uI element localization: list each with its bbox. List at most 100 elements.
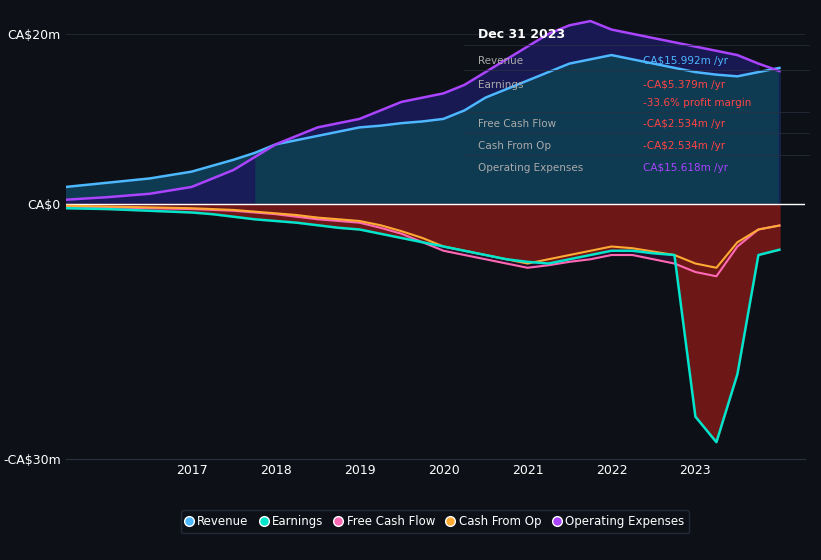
Operating Expenses [397,99,406,105]
Operating Expenses [627,30,637,37]
Operating Expenses [208,175,218,182]
Free Cash Flow [144,205,154,212]
Free Cash Flow [774,222,784,229]
Earnings [61,205,71,212]
Revenue [522,77,532,84]
Revenue [103,179,112,186]
Operating Expenses [186,184,196,190]
Cash From Op [480,251,490,258]
Revenue [250,150,259,156]
Cash From Op [61,202,71,209]
Operating Expenses [754,60,764,67]
Earnings [313,222,323,228]
Earnings [627,248,637,254]
Free Cash Flow [61,203,71,210]
Free Cash Flow [291,213,301,220]
Revenue [208,162,218,169]
Earnings [229,213,239,220]
Revenue [438,115,448,122]
Free Cash Flow [712,273,722,279]
Revenue [774,64,784,71]
Free Cash Flow [271,211,281,217]
Free Cash Flow [732,243,742,250]
Earnings [607,248,617,254]
Cash From Op [313,214,323,221]
Revenue [649,60,658,67]
Earnings [103,206,112,212]
Cash From Op [397,228,406,235]
Cash From Op [229,207,239,213]
Free Cash Flow [754,226,764,233]
Free Cash Flow [103,204,112,211]
Revenue [502,86,511,92]
Operating Expenses [271,141,281,148]
Text: CA$15.618m /yr: CA$15.618m /yr [643,162,728,172]
Operating Expenses [376,107,386,114]
Operating Expenses [585,18,595,25]
Revenue [607,52,617,58]
Operating Expenses [418,94,428,101]
Earnings [438,243,448,250]
Revenue [144,175,154,182]
Cash From Op [355,218,365,225]
Line: Cash From Op: Cash From Op [66,206,779,268]
Earnings [480,251,490,258]
Earnings [732,371,742,377]
Revenue [355,124,365,131]
Earnings [460,248,470,254]
Line: Free Cash Flow: Free Cash Flow [66,207,779,276]
Cash From Op [208,206,218,212]
Cash From Op [649,248,658,255]
Earnings [186,209,196,216]
Cash From Op [502,256,511,263]
Line: Earnings: Earnings [66,208,779,442]
Text: Dec 31 2023: Dec 31 2023 [478,28,565,41]
Free Cash Flow [460,251,470,258]
Earnings [397,235,406,241]
Revenue [712,71,722,78]
Earnings [565,256,575,263]
Line: Operating Expenses: Operating Expenses [66,21,779,200]
Cash From Op [291,212,301,218]
Revenue [333,128,343,135]
Revenue [229,156,239,163]
Earnings [522,259,532,265]
Operating Expenses [522,43,532,50]
Text: -CA$5.379m /yr: -CA$5.379m /yr [643,80,725,90]
Cash From Op [438,243,448,250]
Operating Expenses [669,39,679,46]
Text: CA$15.992m /yr: CA$15.992m /yr [643,56,728,66]
Free Cash Flow [418,239,428,246]
Text: Cash From Op: Cash From Op [478,141,551,151]
Text: Free Cash Flow: Free Cash Flow [478,119,556,129]
Text: Operating Expenses: Operating Expenses [478,162,583,172]
Earnings [690,413,700,420]
Operating Expenses [712,48,722,54]
Cash From Op [144,204,154,211]
Cash From Op [774,222,784,229]
Earnings [712,439,722,446]
Free Cash Flow [376,225,386,231]
Free Cash Flow [585,256,595,263]
Revenue [313,133,323,139]
Cash From Op [333,216,343,223]
Earnings [250,216,259,223]
Earnings [355,226,365,233]
Earnings [649,250,658,256]
Operating Expenses [229,166,239,173]
Cash From Op [690,260,700,267]
Cash From Op [376,222,386,228]
Revenue [376,122,386,129]
Text: -33.6% profit margin: -33.6% profit margin [643,99,751,108]
Operating Expenses [732,52,742,58]
Revenue [271,141,281,148]
Legend: Revenue, Earnings, Free Cash Flow, Cash From Op, Operating Expenses: Revenue, Earnings, Free Cash Flow, Cash … [181,511,690,533]
Revenue [690,69,700,76]
Earnings [544,260,553,267]
Cash From Op [522,260,532,267]
Free Cash Flow [208,207,218,213]
Free Cash Flow [186,206,196,212]
Revenue [585,56,595,63]
Earnings [774,246,784,253]
Operating Expenses [480,69,490,76]
